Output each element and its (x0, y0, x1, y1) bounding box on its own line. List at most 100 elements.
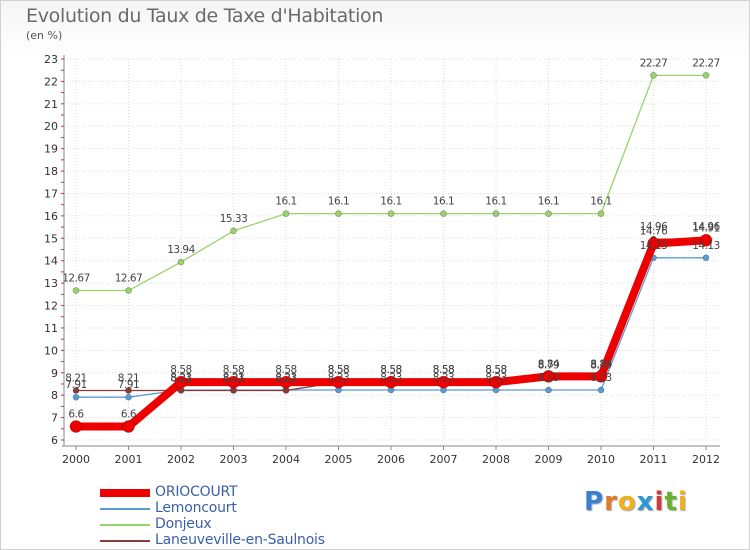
legend-swatch-lemoncourt (100, 508, 150, 510)
y-tick-label: 23 (44, 53, 58, 66)
data-point-oriocourt (647, 237, 660, 250)
data-label-laneuveville: 8.21 (223, 372, 244, 384)
data-point-donjeux (72, 287, 80, 294)
data-label-oriocourt: 14.91 (692, 222, 720, 234)
data-label-donjeux: 16.1 (380, 196, 401, 208)
data-point-lemoncourt (597, 386, 605, 394)
data-label-laneuveville: 8.58 (380, 364, 401, 376)
data-label-lemoncourt: 8.23 (223, 372, 244, 384)
logo-letter: o (617, 487, 637, 517)
data-point-oriocourt (384, 375, 398, 389)
y-tick-label: 22 (44, 75, 58, 88)
data-label-donjeux: 16.1 (485, 196, 506, 208)
y-tick-label: 17 (44, 187, 58, 200)
chart-legend: ORIOCOURT Lemoncourt Donjeux Laneuvevill… (100, 484, 360, 549)
data-label-laneuveville: 8.79 (538, 359, 559, 371)
data-point-donjeux (125, 287, 132, 294)
legend-label-oriocourt: ORIOCOURT (155, 484, 238, 500)
data-point-donjeux (545, 210, 552, 217)
data-label-laneuveville: 8.58 (328, 364, 349, 376)
data-point-oriocourt (227, 375, 240, 389)
data-point-oriocourt (332, 375, 345, 389)
data-label-donjeux: 12.67 (62, 273, 90, 285)
logo-letter: i (654, 487, 665, 517)
data-point-donjeux (282, 210, 290, 217)
data-label-oriocourt: 8.58 (433, 364, 454, 376)
x-tick-label: 2010 (587, 453, 615, 466)
y-tick-label: 8 (51, 389, 58, 402)
data-label-oriocourt: 8.58 (275, 364, 296, 376)
x-tick-label: 2007 (430, 453, 458, 466)
data-label-laneuveville: 8.21 (275, 372, 296, 384)
y-tick-label: 11 (44, 322, 58, 335)
data-label-laneuveville: 14.96 (692, 221, 720, 233)
data-label-lemoncourt: 7.91 (118, 379, 139, 391)
legend-swatch-laneuveville (100, 540, 150, 542)
data-label-laneuveville: 8.21 (170, 372, 191, 384)
legend-item-laneuveville: Laneuveville-en-Saulnois (100, 532, 360, 549)
data-point-lemoncourt (125, 393, 132, 401)
data-label-lemoncourt: 8.23 (170, 372, 191, 384)
y-tick-label: 9 (51, 367, 58, 380)
y-tick-label: 12 (44, 300, 58, 313)
data-label-lemoncourt: 7.91 (65, 379, 86, 391)
data-point-oriocourt (542, 370, 555, 383)
data-point-donjeux (230, 227, 237, 235)
logo-letter: i (677, 487, 688, 517)
legend-label-donjeux: Donjeux (155, 516, 212, 532)
data-point-oriocourt (174, 375, 188, 389)
data-label-donjeux: 16.1 (275, 196, 296, 208)
data-label-lemoncourt: 14.13 (640, 240, 668, 252)
x-tick-label: 2008 (482, 453, 510, 466)
data-label-oriocourt: 14.76 (640, 226, 668, 238)
data-point-laneuveville (125, 387, 132, 394)
data-label-laneuveville: 8.58 (485, 364, 506, 376)
data-label-oriocourt: 8.58 (223, 364, 244, 376)
data-point-oriocourt (122, 420, 135, 433)
data-point-oriocourt (437, 375, 450, 389)
data-label-donjeux: 16.1 (433, 196, 454, 208)
data-point-donjeux (177, 258, 185, 266)
x-tick-label: 2001 (115, 453, 143, 466)
data-label-oriocourt: 6.6 (121, 409, 137, 421)
data-point-donjeux (387, 210, 395, 217)
data-label-laneuveville: 14.96 (640, 221, 668, 233)
y-tick-label: 20 (44, 120, 58, 133)
legend-swatch-donjeux (100, 524, 150, 526)
data-point-donjeux (597, 210, 605, 217)
y-tick-label: 16 (44, 210, 58, 223)
data-label-lemoncourt: 8.23 (485, 372, 506, 384)
data-label-donjeux: 16.1 (590, 196, 611, 208)
data-label-donjeux: 22.27 (640, 57, 668, 69)
legend-label-laneuveville: Laneuveville-en-Saulnois (155, 532, 325, 548)
data-label-oriocourt: 8.58 (170, 364, 191, 376)
data-point-oriocourt (699, 234, 713, 247)
data-point-laneuveville (72, 387, 80, 394)
logo-letter: r (604, 487, 618, 517)
data-label-laneuveville: 8.21 (118, 372, 139, 384)
data-label-laneuveville: 8.58 (433, 364, 454, 376)
data-label-lemoncourt: 8.23 (275, 372, 296, 384)
data-label-oriocourt: 8.58 (380, 364, 401, 376)
data-label-lemoncourt: 8.23 (538, 372, 559, 384)
legend-item-oriocourt: ORIOCOURT (100, 484, 360, 501)
x-tick-label: 2012 (692, 453, 720, 466)
data-label-donjeux: 16.1 (538, 196, 559, 208)
data-point-lemoncourt (545, 386, 552, 394)
data-label-oriocourt: 8.58 (485, 364, 506, 376)
data-label-lemoncourt: 8.23 (433, 372, 454, 384)
data-label-oriocourt: 8.84 (538, 358, 560, 370)
data-label-oriocourt: 8.58 (328, 364, 349, 376)
x-tick-label: 2006 (377, 453, 405, 466)
data-point-lemoncourt (702, 254, 710, 262)
legend-item-donjeux: Donjeux (100, 516, 360, 533)
legend-label-lemoncourt: Lemoncourt (155, 500, 237, 516)
data-point-lemoncourt (72, 393, 80, 401)
logo-letter: P (584, 487, 605, 517)
legend-item-lemoncourt: Lemoncourt (100, 500, 360, 517)
x-tick-label: 2000 (62, 453, 90, 466)
data-label-lemoncourt: 8.23 (380, 372, 401, 384)
data-point-donjeux (650, 72, 657, 79)
data-point-oriocourt (489, 375, 503, 389)
